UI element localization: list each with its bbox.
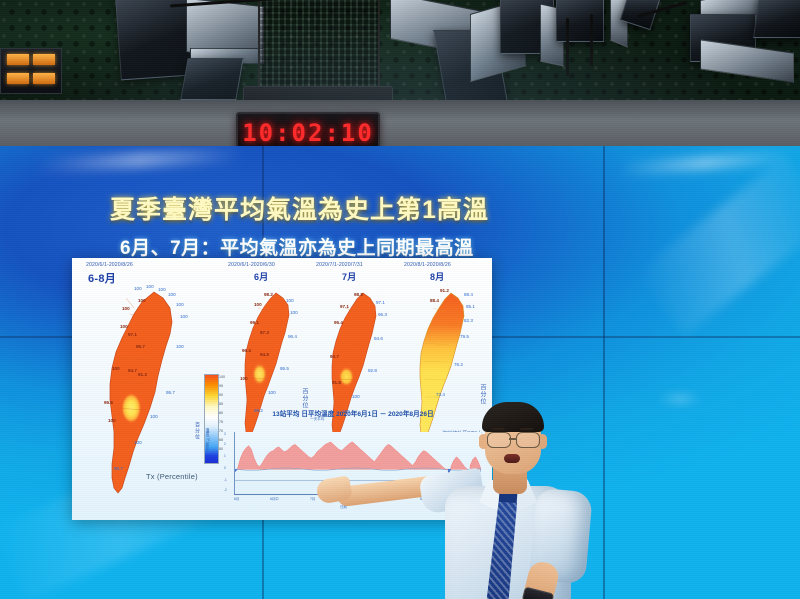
video-wall-seam bbox=[603, 146, 605, 599]
clock-time-display: 10:02:10 bbox=[242, 119, 374, 147]
panel-month-label: 6-8月 bbox=[88, 273, 117, 285]
presenter-ear-left bbox=[479, 434, 488, 449]
panel-date-range: 2020/6/1-2020/8/26 bbox=[86, 262, 133, 268]
screen-glare bbox=[660, 396, 700, 402]
studio-ceiling bbox=[0, 0, 800, 112]
panel-date-range: 2020/6/1-2020/6/30 bbox=[228, 262, 275, 268]
presenter-eyebrow-left bbox=[492, 428, 505, 430]
led-indicator-panel bbox=[0, 48, 62, 94]
studio-light-fixture bbox=[556, 0, 604, 42]
panel-month-label: 6月 bbox=[254, 272, 269, 282]
slide-subline: 6月、7月：平均氣溫亦為史上同期最高溫 bbox=[120, 238, 474, 259]
map-legend-title: Tx (Percentile) bbox=[146, 472, 198, 481]
chart-series-path bbox=[234, 441, 482, 481]
map-panel-jun-aug: 2020/6/1-2020/8/26 6-8月 bbox=[84, 262, 234, 502]
map-panel-july: 2020/7/1-2020/7/31 7月 bbox=[312, 262, 404, 502]
presenter-person bbox=[315, 394, 665, 599]
video-wall-display[interactable]: 夏季臺灣平均氣溫為史上第1高溫 6月、7月：平均氣溫亦為史上同期最高溫 2020… bbox=[0, 146, 800, 599]
power-cable bbox=[566, 18, 569, 76]
percentile-vertical-label: 百分位 bbox=[479, 384, 485, 405]
taiwan-map-july bbox=[324, 290, 388, 442]
chart-y-label: 溫度(℃)距平 bbox=[206, 428, 210, 451]
panel-date-range: 2020/8/1-2020/8/26 bbox=[404, 262, 451, 268]
taiwan-map-june bbox=[238, 290, 300, 440]
taiwan-map-jun-aug bbox=[100, 288, 186, 498]
presenter-glasses-right-lens bbox=[516, 432, 540, 448]
panel-month-label: 7月 bbox=[342, 272, 357, 282]
presenter-glasses-left-lens bbox=[487, 432, 511, 448]
map-panel-june: 2020/6/1-2020/6/30 6月 bbox=[224, 262, 314, 502]
panel-month-label: 8月 bbox=[430, 272, 445, 282]
chart-title: 13站平均 日平均溫度 2020年6月1日 － 2020年8月26日 bbox=[272, 411, 434, 418]
stone-wall-band bbox=[0, 100, 800, 152]
power-cable bbox=[590, 14, 593, 66]
presenter-mouth bbox=[504, 454, 520, 463]
presenter-hair bbox=[482, 402, 544, 432]
slide-headline: 夏季臺灣平均氣溫為史上第1高溫 bbox=[110, 196, 489, 224]
presenter-eyebrow-right bbox=[520, 428, 533, 430]
percentile-vertical-label: 百分位 bbox=[301, 388, 307, 409]
panel-date-range: 2020/7/1-2020/7/31 bbox=[316, 262, 363, 268]
percentile-vertical-label: 百分位 bbox=[194, 422, 200, 440]
chart-subtitle: 一天平均 bbox=[310, 417, 325, 421]
chart-x-label: 日期 bbox=[340, 505, 347, 509]
screen-glare bbox=[635, 155, 800, 337]
ceiling-glow bbox=[0, 0, 800, 112]
presenter-glasses-bridge bbox=[509, 438, 516, 440]
percentile-colorbar bbox=[204, 374, 219, 464]
screen-glare bbox=[39, 146, 241, 174]
presenter-ear-right bbox=[538, 434, 547, 449]
